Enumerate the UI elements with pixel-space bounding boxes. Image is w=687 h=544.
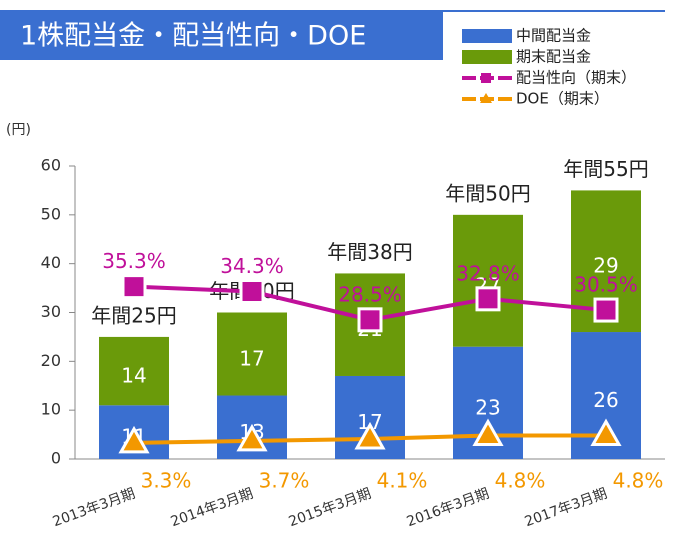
x-tick-label: 2013年3月期 — [51, 486, 138, 531]
marker — [354, 421, 386, 450]
line-value-label: 4.8% — [613, 469, 664, 493]
chart-title: 1株配当金・配当性向・DOE — [20, 21, 366, 52]
line-value-label: 4.1% — [377, 469, 428, 493]
legend-swatch — [462, 29, 512, 43]
bar-segment — [453, 214, 523, 347]
legend-label: 配当性向（期末） — [516, 69, 636, 87]
y-tick-label: 0 — [51, 449, 61, 468]
line-value-label: 28.5% — [338, 282, 402, 306]
bar-segment — [217, 312, 287, 396]
y-axis-label: (円) — [6, 122, 31, 138]
line-value-label: 30.5% — [574, 273, 638, 297]
line-value-label: 3.7% — [259, 469, 310, 493]
line-value-label: 4.8% — [495, 469, 546, 493]
bar-value-label: 26 — [593, 388, 618, 412]
line-value-label: 35.3% — [102, 249, 166, 273]
bar-value-label: 23 — [475, 395, 500, 419]
legend-marker — [481, 73, 491, 83]
line-value-label: 32.8% — [456, 261, 520, 285]
marker — [472, 418, 504, 447]
marker — [357, 307, 383, 333]
bar-value-label: 17 — [239, 347, 264, 371]
line-value-label: 3.3% — [141, 469, 192, 493]
total-label: 年間38円 — [327, 240, 412, 264]
marker — [239, 279, 265, 305]
total-label: 年間25円 — [91, 303, 176, 327]
y-tick-label: 30 — [41, 302, 61, 321]
line-value-label: 34.3% — [220, 254, 284, 278]
marker — [236, 423, 268, 452]
legend-marker — [480, 93, 492, 103]
bar-value-label: 14 — [121, 364, 146, 388]
y-tick-label: 20 — [41, 351, 61, 370]
y-tick-label: 50 — [41, 204, 61, 223]
marker — [590, 418, 622, 447]
bar-value-label: 29 — [593, 254, 618, 278]
bar-segment — [99, 336, 169, 406]
marker — [593, 297, 619, 323]
y-tick-label: 60 — [41, 156, 61, 175]
legend-label: 期末配当金 — [516, 48, 591, 66]
total-label: 年間50円 — [445, 181, 530, 205]
legend-swatch — [462, 50, 512, 64]
legend-label: DOE（期末） — [516, 90, 609, 108]
title-box — [0, 10, 443, 60]
y-tick-label: 40 — [41, 253, 61, 272]
marker — [475, 286, 501, 312]
legend-label: 中間配当金 — [516, 27, 591, 45]
y-tick-label: 10 — [41, 400, 61, 419]
marker — [118, 425, 150, 454]
total-label: 年間55円 — [563, 157, 648, 181]
marker — [121, 274, 147, 300]
